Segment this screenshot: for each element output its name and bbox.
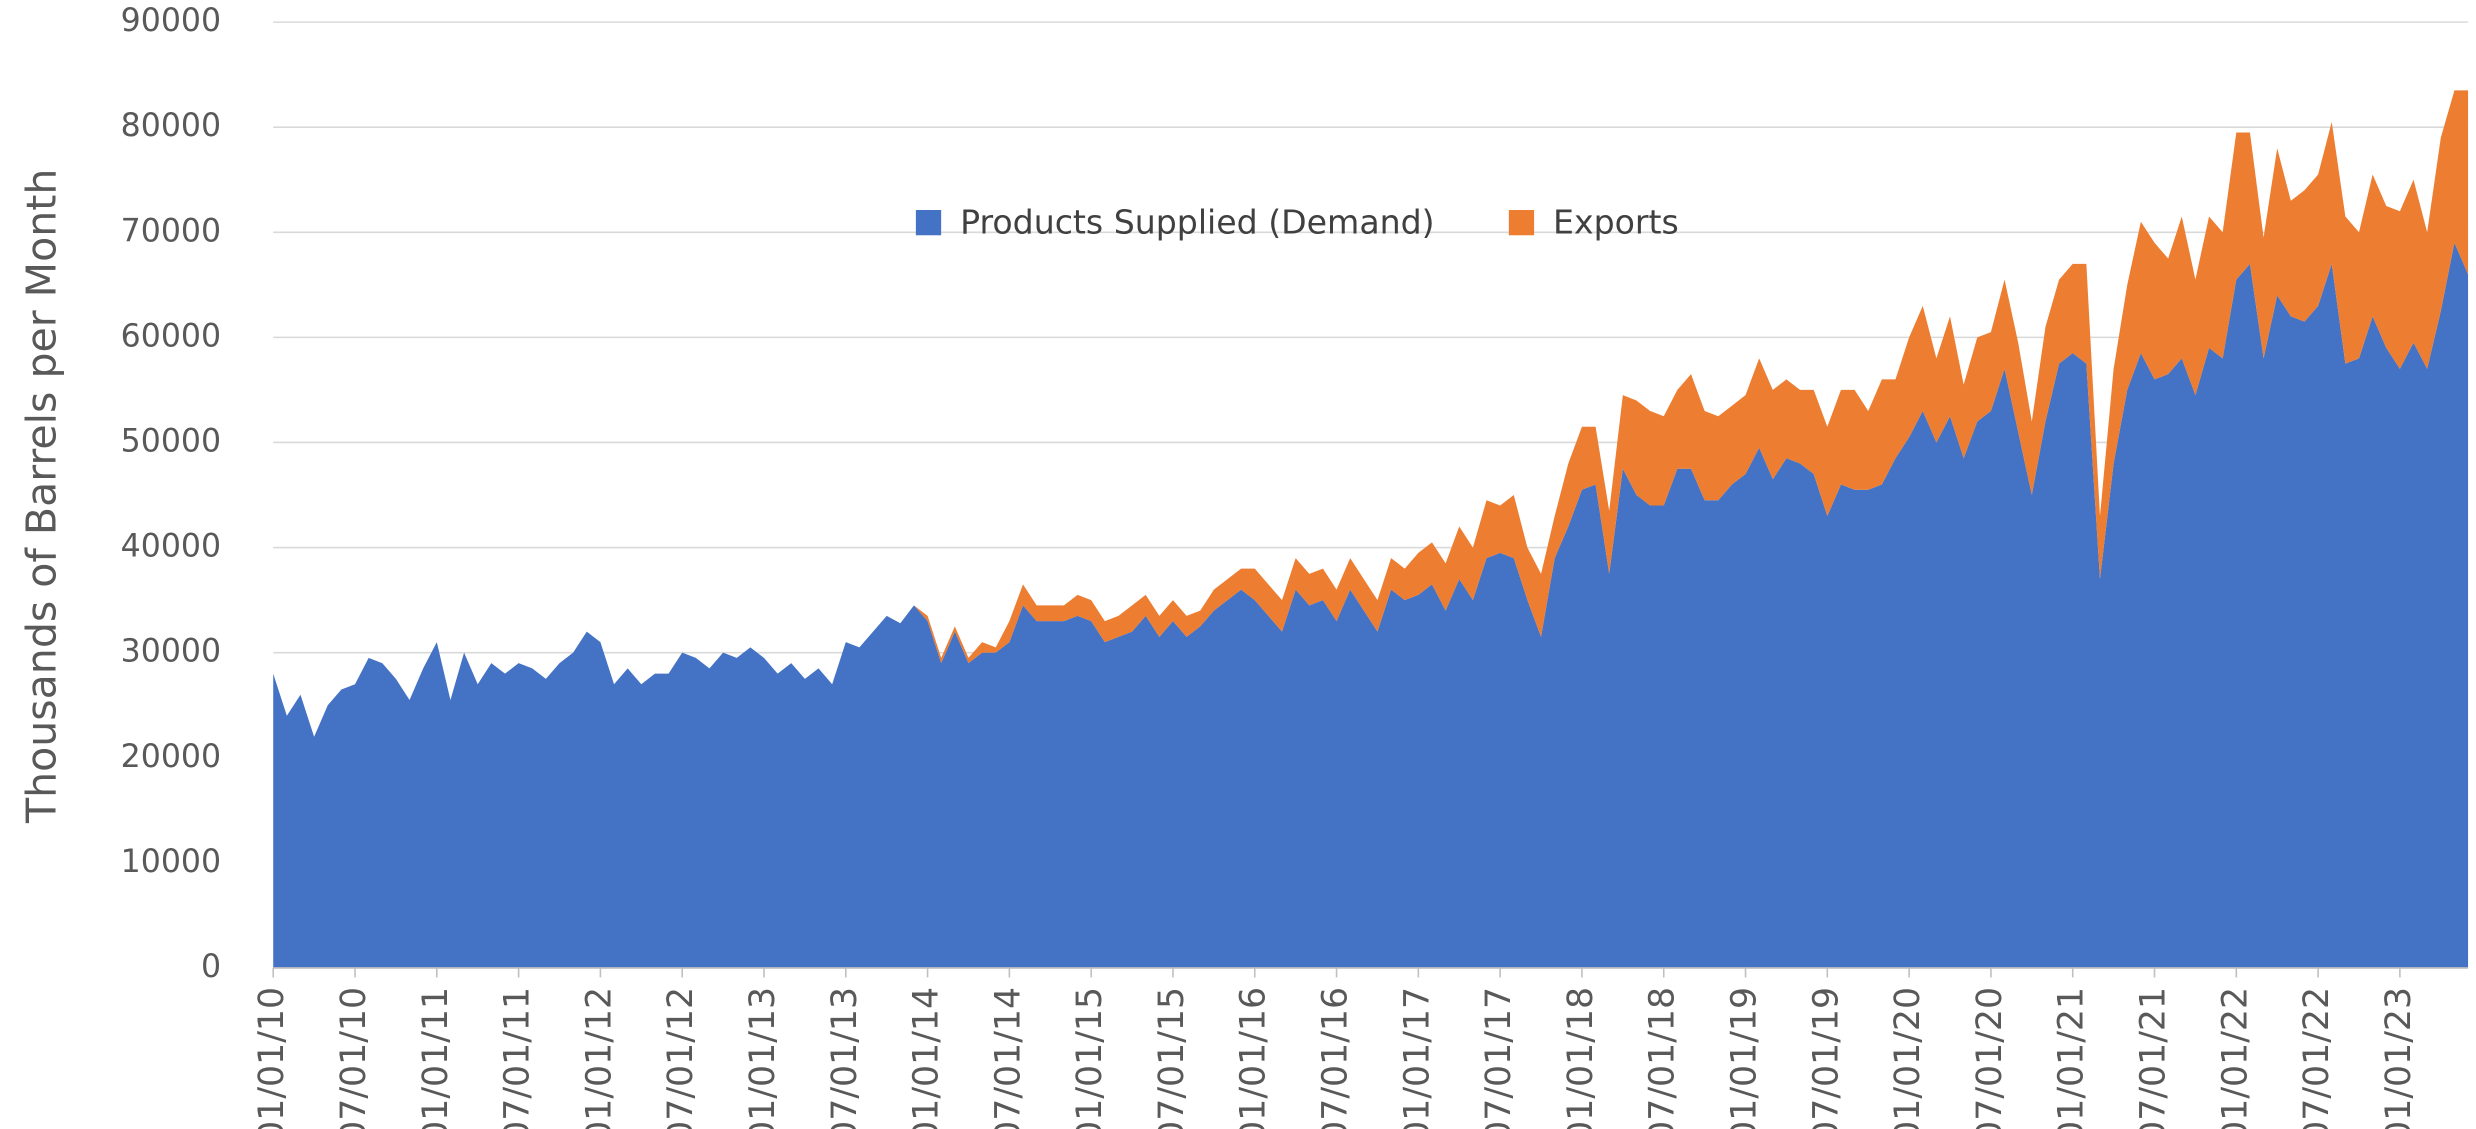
legend-swatch <box>1508 210 1535 236</box>
legend-label: Exports <box>1553 203 1679 242</box>
x-tick-label: 07/01/12 <box>661 987 701 1129</box>
x-tick-label: 01/01/20 <box>1888 987 1928 1129</box>
x-tick-label: 01/01/13 <box>743 987 783 1129</box>
x-tick-label: 07/01/15 <box>1152 987 1192 1129</box>
x-tick-label: 01/01/15 <box>1070 987 1110 1129</box>
y-tick-label: 60000 <box>121 318 221 354</box>
x-tick-label: 01/01/14 <box>907 987 947 1129</box>
x-tick-label: 07/01/10 <box>334 987 374 1129</box>
x-tick-label: 07/01/14 <box>988 987 1028 1129</box>
x-tick-label: 07/01/18 <box>1643 987 1683 1129</box>
y-tick-label: 10000 <box>121 844 221 880</box>
x-tick-label: 01/01/10 <box>252 987 292 1129</box>
x-tick-label: 07/01/13 <box>825 987 865 1129</box>
y-tick-label: 80000 <box>121 108 221 144</box>
x-tick-label: 07/01/17 <box>1479 987 1519 1129</box>
x-tick-label: 07/01/11 <box>498 987 538 1129</box>
area <box>273 242 2469 968</box>
x-tick-label: 01/01/11 <box>416 987 456 1129</box>
y-tick-label: 50000 <box>121 423 221 459</box>
area <box>273 90 2469 737</box>
x-tick-label: 01/01/12 <box>579 987 619 1129</box>
x-tick-label: 01/01/22 <box>2215 987 2255 1129</box>
legend-swatch <box>915 210 942 236</box>
x-tick-label: 01/01/19 <box>1725 987 1765 1129</box>
y-axis-title: Thousands of Barrels per Month <box>17 169 65 824</box>
y-tick-label: 40000 <box>121 529 221 565</box>
x-tick-label: 07/01/19 <box>1806 987 1846 1129</box>
y-tick-label: 90000 <box>121 3 221 39</box>
x-tick-label: 01/01/17 <box>1397 987 1437 1129</box>
x-tick-label: 07/01/20 <box>1970 987 2010 1129</box>
y-tick-label: 30000 <box>121 634 221 670</box>
x-tick-label: 01/01/23 <box>2379 987 2419 1129</box>
y-tick-label: 70000 <box>121 213 221 249</box>
x-tick-label: 01/01/21 <box>2052 987 2092 1129</box>
y-tick-label: 20000 <box>121 739 221 775</box>
y-tick-label: 0 <box>201 949 221 985</box>
x-tick-label: 01/01/16 <box>1234 987 1274 1129</box>
x-tick-label: 07/01/21 <box>2134 987 2174 1129</box>
x-tick-label: 07/01/22 <box>2297 987 2337 1129</box>
x-tick-label: 07/01/16 <box>1316 987 1356 1129</box>
legend-label: Products Supplied (Demand) <box>960 203 1435 242</box>
x-tick-label: 01/01/18 <box>1561 987 1601 1129</box>
